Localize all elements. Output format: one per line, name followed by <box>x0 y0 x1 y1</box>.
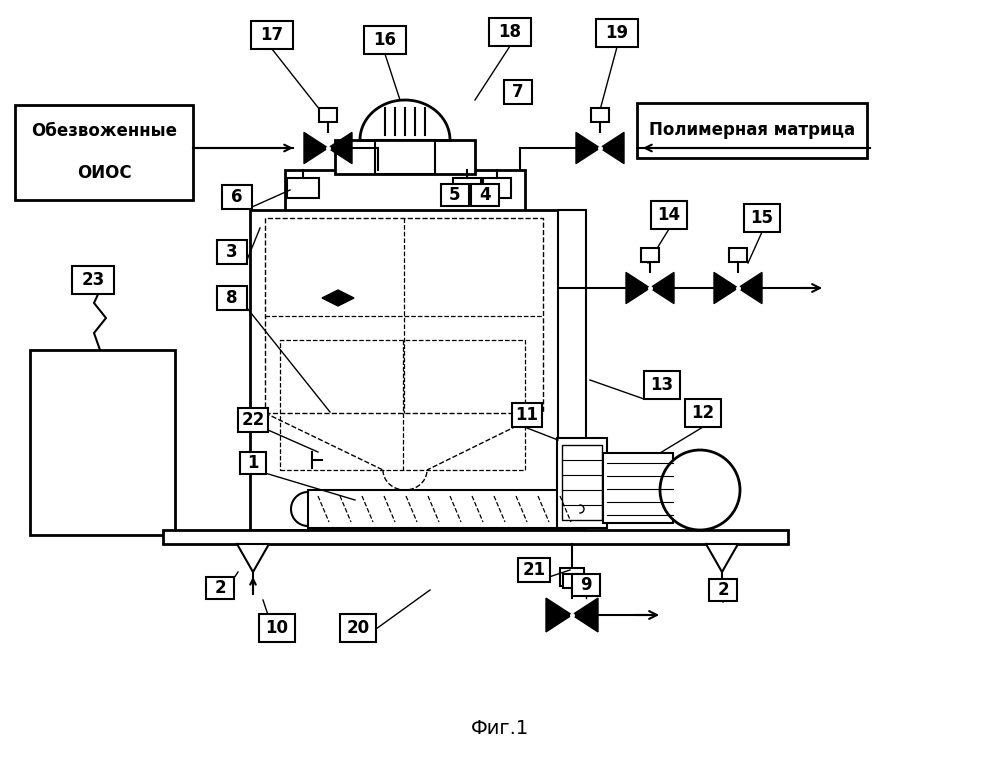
Bar <box>685 399 721 427</box>
Text: 23: 23 <box>81 271 105 289</box>
Text: 9: 9 <box>580 576 591 594</box>
Bar <box>744 204 780 232</box>
Polygon shape <box>600 133 624 164</box>
Text: 21: 21 <box>522 561 545 579</box>
Text: 16: 16 <box>374 31 397 49</box>
Polygon shape <box>714 272 738 304</box>
Text: 4: 4 <box>480 186 491 204</box>
Polygon shape <box>304 133 328 164</box>
Bar <box>557 438 607 528</box>
Text: 15: 15 <box>750 209 773 227</box>
Bar <box>163 530 788 544</box>
Bar <box>441 184 469 206</box>
Text: 2: 2 <box>717 581 729 599</box>
Bar <box>250 210 560 530</box>
Text: Обезвоженные

ОИОС: Обезвоженные ОИОС <box>31 122 177 182</box>
Bar <box>72 266 114 294</box>
Polygon shape <box>572 598 598 632</box>
Bar <box>729 249 747 262</box>
Bar <box>259 614 295 642</box>
Bar <box>558 210 586 530</box>
Text: 18: 18 <box>499 23 521 41</box>
Text: 12: 12 <box>691 404 714 422</box>
Bar <box>335 140 475 174</box>
Text: 3: 3 <box>226 243 238 261</box>
Bar <box>285 170 525 214</box>
Text: 7: 7 <box>512 83 523 101</box>
Bar <box>641 249 659 262</box>
Text: 17: 17 <box>261 26 284 44</box>
Bar <box>591 108 609 122</box>
Bar <box>240 452 266 474</box>
Polygon shape <box>237 544 269 572</box>
Bar <box>30 350 175 535</box>
Bar <box>319 108 337 122</box>
Polygon shape <box>328 133 352 164</box>
Text: 11: 11 <box>515 406 538 424</box>
Polygon shape <box>650 272 674 304</box>
Bar <box>644 371 680 399</box>
Bar <box>453 178 481 198</box>
Text: Полимерная матрица: Полимерная матрица <box>649 121 855 139</box>
Bar <box>563 574 581 588</box>
Bar <box>504 80 532 104</box>
Bar <box>596 19 638 47</box>
Bar <box>651 201 687 229</box>
Text: 2: 2 <box>214 579 226 597</box>
Text: 6: 6 <box>231 188 243 206</box>
Bar <box>483 178 511 198</box>
Bar <box>222 185 252 209</box>
Bar <box>572 574 600 596</box>
Bar <box>603 453 673 523</box>
Text: 14: 14 <box>657 206 680 224</box>
Bar <box>512 403 542 427</box>
Text: 8: 8 <box>226 289 238 307</box>
Bar <box>308 490 580 528</box>
Polygon shape <box>626 272 650 304</box>
Bar <box>489 18 531 46</box>
Polygon shape <box>576 133 600 164</box>
Bar <box>206 577 234 599</box>
Polygon shape <box>738 272 762 304</box>
Bar <box>562 445 602 520</box>
Bar <box>637 103 867 158</box>
Bar <box>217 286 247 310</box>
Bar <box>709 579 737 601</box>
Text: 13: 13 <box>650 376 673 394</box>
Bar <box>518 558 550 582</box>
Text: 10: 10 <box>266 619 289 637</box>
Bar <box>238 408 268 432</box>
Bar <box>287 178 319 198</box>
Bar <box>340 614 376 642</box>
Text: 22: 22 <box>242 411 265 429</box>
Text: 20: 20 <box>347 619 370 637</box>
Bar <box>375 140 435 174</box>
Polygon shape <box>322 290 354 306</box>
Polygon shape <box>546 598 572 632</box>
Bar <box>471 184 499 206</box>
Text: 19: 19 <box>605 24 628 42</box>
Bar <box>217 240 247 264</box>
Bar <box>265 218 543 413</box>
Bar <box>15 105 193 200</box>
Polygon shape <box>706 544 738 572</box>
Bar <box>280 340 525 470</box>
Text: 1: 1 <box>247 454 259 472</box>
Bar <box>364 26 406 54</box>
Text: 5: 5 <box>450 186 461 204</box>
Bar <box>251 21 293 49</box>
Bar <box>560 568 584 586</box>
Circle shape <box>660 450 740 530</box>
Text: Фиг.1: Фиг.1 <box>471 719 529 738</box>
